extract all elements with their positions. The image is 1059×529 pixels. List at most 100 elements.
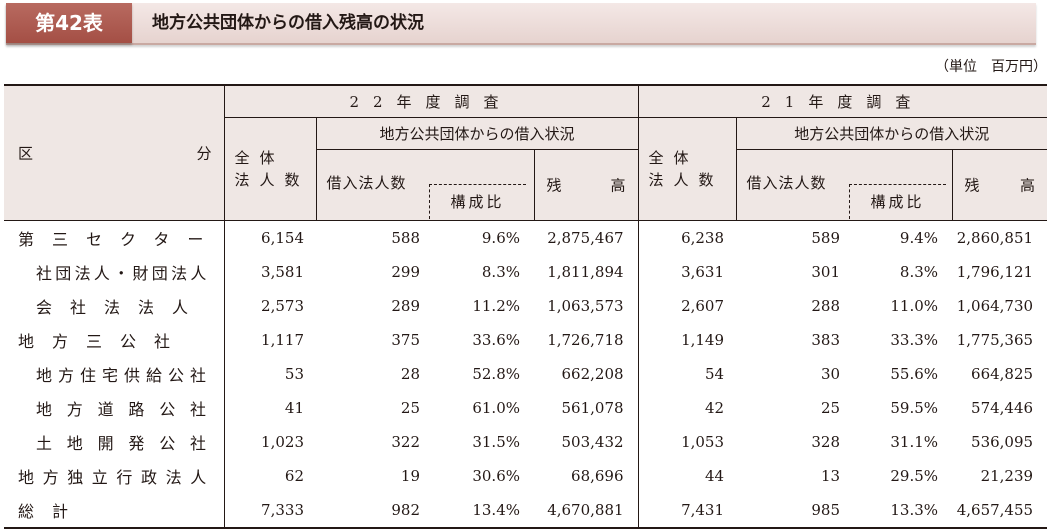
cell-b-ratio: 31.1% bbox=[890, 433, 939, 451]
cell-b-borrow: 13 bbox=[820, 467, 841, 485]
cell-b-balance: 574,446 bbox=[971, 399, 1034, 417]
cell-a-total: 2,573 bbox=[223, 289, 316, 323]
row-label: 会社法法人 bbox=[36, 298, 207, 317]
cell-b-ratio: 59.5% bbox=[890, 399, 939, 417]
cell-b-total: 1,149 bbox=[637, 323, 737, 357]
cell-b-total: 6,238 bbox=[637, 220, 737, 255]
category-label-right: 分 bbox=[196, 144, 212, 163]
row-label: 地方住宅供給公社 bbox=[36, 366, 213, 385]
ratio-label: 構成比 bbox=[848, 184, 946, 219]
cell-b-ratio: 55.6% bbox=[890, 365, 939, 383]
cell-a-ratio: 9.6% bbox=[481, 229, 520, 247]
cell-b-ratio: 9.4% bbox=[899, 229, 939, 247]
cell-a-total: 1,023 bbox=[223, 425, 316, 459]
table-row: 地方三公社 1,117 375 33.6% 1,726,718 1,149 383 33.3%… bbox=[4, 323, 1047, 357]
cell-a-borrow: 28 bbox=[400, 365, 420, 383]
cell-a-total: 41 bbox=[223, 391, 316, 425]
row-label: 地方独立行政法人 bbox=[18, 468, 215, 487]
table-row: 会社法法人 2,573 289 11.2% 1,063,573 2,607 288 11.0%… bbox=[4, 289, 1047, 323]
cell-a-balance: 1,726,718 bbox=[547, 331, 624, 349]
borrowing-corps-label: 借入法人数 bbox=[746, 174, 827, 192]
borrowing-corps-label: 借入法人数 bbox=[326, 174, 407, 192]
table-row: 社団法人・財団法人 3,581 299 8.3% 1,811,894 3,631 301 8.… bbox=[4, 255, 1047, 289]
cell-a-ratio: 8.3% bbox=[481, 263, 520, 281]
title-bar: 第42表 地方公共団体からの借入残高の状況 bbox=[0, 0, 1059, 45]
unit-note: （単位 百万円） bbox=[935, 59, 1047, 75]
cell-b-balance: 2,860,851 bbox=[956, 229, 1034, 247]
row-label: 第三セクター bbox=[18, 230, 222, 249]
total-corps-line1: 全体 bbox=[234, 149, 285, 167]
row-label: 地方三公社 bbox=[18, 332, 189, 351]
cell-b-total: 54 bbox=[637, 357, 737, 391]
cell-b-borrow: 589 bbox=[811, 229, 841, 247]
cell-a-borrow: 322 bbox=[391, 433, 420, 451]
borrowing-corps-header-a: 借入法人数 構成比 bbox=[315, 149, 534, 221]
category-label-left: 区 bbox=[18, 144, 34, 163]
cell-a-ratio: 61.0% bbox=[472, 399, 520, 417]
total-corps-line2: 法人数 bbox=[648, 171, 724, 189]
cell-b-balance: 21,239 bbox=[980, 467, 1034, 485]
cell-a-total: 1,117 bbox=[223, 323, 316, 357]
cell-a-ratio: 31.5% bbox=[472, 433, 520, 451]
cell-b-total: 2,607 bbox=[637, 289, 737, 323]
cell-a-ratio: 11.2% bbox=[472, 297, 520, 315]
cell-b-ratio: 29.5% bbox=[890, 467, 939, 485]
cell-a-balance: 68,696 bbox=[571, 467, 624, 485]
cell-b-borrow: 383 bbox=[811, 331, 841, 349]
cell-a-borrow: 375 bbox=[391, 331, 420, 349]
cell-a-total: 62 bbox=[223, 459, 316, 493]
cell-b-ratio: 13.3% bbox=[854, 493, 953, 529]
cell-a-total: 53 bbox=[223, 357, 316, 391]
cell-a-borrow: 299 bbox=[391, 263, 420, 281]
ratio-label: 構成比 bbox=[428, 184, 526, 219]
header-row-status: 全体 法人数 地方公共団体からの借入状況 全体 法人数 地方公共団体からの借入状… bbox=[4, 117, 1048, 221]
title-background bbox=[6, 3, 1036, 45]
balance-label-right: 高 bbox=[610, 176, 626, 195]
cell-b-borrow: 30 bbox=[820, 365, 841, 383]
cell-b-borrow: 985 bbox=[736, 493, 855, 529]
table-row: 土地開発公社 1,023 322 31.5% 503,432 1,053 328 31.1% 5… bbox=[4, 425, 1047, 459]
cell-a-balance: 561,078 bbox=[561, 399, 624, 417]
cell-a-balance: 1,063,573 bbox=[547, 297, 624, 315]
total-corps-line2: 法人数 bbox=[234, 171, 310, 189]
balance-label-left: 残 bbox=[546, 176, 562, 195]
table-row: 地方独立行政法人 62 19 30.6% 68,696 44 13 29.5% 21,239 bbox=[4, 459, 1047, 493]
cell-a-total: 6,154 bbox=[223, 220, 316, 255]
cell-b-balance: 664,825 bbox=[971, 365, 1034, 383]
table-row: 地方道路公社 41 25 61.0% 561,078 42 25 59.5% 574,446 bbox=[4, 391, 1047, 425]
cell-a-balance: 2,875,467 bbox=[547, 229, 624, 247]
cell-b-borrow: 288 bbox=[811, 297, 841, 315]
cell-b-total: 7,431 bbox=[637, 493, 737, 529]
total-corps-line1: 全体 bbox=[648, 149, 699, 167]
cell-a-ratio: 52.8% bbox=[472, 365, 520, 383]
cell-a-balance: 503,432 bbox=[561, 433, 624, 451]
cell-b-total: 3,631 bbox=[637, 255, 737, 289]
cell-b-balance: 1,775,365 bbox=[956, 331, 1034, 349]
data-table: 区 分 22年度調査 21年度調査 全体 法人数 地方公共団体からの借入状況 全… bbox=[4, 84, 1048, 529]
table-number-badge: 第42表 bbox=[6, 3, 132, 43]
borrow-status-header-a: 地方公共団体からの借入状況 bbox=[315, 117, 639, 150]
balance-header-a: 残 高 bbox=[533, 149, 639, 221]
year-b-header: 21年度調査 bbox=[637, 84, 1048, 118]
cell-a-borrow: 588 bbox=[391, 229, 420, 247]
cell-a-total: 3,581 bbox=[223, 255, 316, 289]
cell-a-borrow: 289 bbox=[391, 297, 420, 315]
cell-b-borrow: 301 bbox=[811, 263, 841, 281]
cell-b-balance: 4,657,455 bbox=[952, 493, 1048, 529]
cell-b-borrow: 328 bbox=[811, 433, 841, 451]
total-corps-header-b: 全体 法人数 bbox=[637, 117, 737, 221]
balance-label-right: 高 bbox=[1020, 176, 1036, 195]
category-header: 区 分 bbox=[4, 84, 224, 221]
cell-a-ratio: 33.6% bbox=[472, 331, 520, 349]
cell-b-ratio: 11.0% bbox=[890, 297, 939, 315]
row-label: 地方道路公社 bbox=[36, 400, 221, 419]
total-corps-header-a: 全体 法人数 bbox=[223, 117, 316, 221]
cell-b-borrow: 25 bbox=[820, 399, 841, 417]
row-label: 土地開発公社 bbox=[36, 434, 221, 453]
cell-a-balance: 662,208 bbox=[561, 365, 624, 383]
cell-a-borrow: 19 bbox=[400, 467, 420, 485]
cell-a-borrow: 25 bbox=[400, 399, 420, 417]
cell-b-total: 1,053 bbox=[637, 425, 737, 459]
cell-a-ratio: 13.4% bbox=[434, 493, 534, 529]
